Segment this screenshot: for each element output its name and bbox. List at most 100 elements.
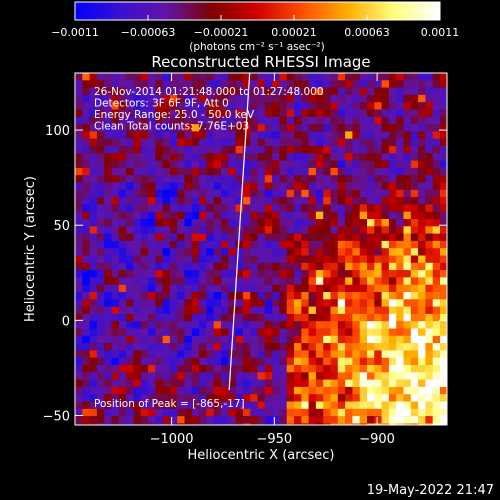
heatmap-cell [133, 204, 141, 212]
heatmap-cell [301, 357, 309, 366]
heatmap-cell [140, 335, 149, 344]
heatmap-cell [388, 423, 397, 425]
heatmap-cell [330, 357, 339, 366]
heatmap-cell [118, 182, 127, 191]
heatmap-cell [96, 182, 105, 191]
heatmap-cell [337, 262, 346, 271]
heatmap-cell [82, 270, 90, 278]
heatmap-cell [381, 175, 390, 183]
heatmap-cell [432, 321, 441, 329]
heatmap-cell [148, 372, 156, 380]
heatmap-cell [191, 175, 200, 183]
heatmap-cell [111, 248, 120, 256]
heatmap-cell [213, 102, 222, 110]
heatmap-cell [221, 306, 229, 315]
heatmap-cell [352, 328, 360, 337]
heatmap-cell [410, 73, 419, 81]
heatmap-cell [396, 386, 404, 395]
heatmap-cell [432, 313, 441, 322]
heatmap-cell [410, 175, 419, 183]
heatmap-cell [352, 277, 360, 285]
heatmap-cell [418, 109, 426, 118]
heatmap-cell [75, 379, 83, 388]
heatmap-cell [162, 270, 171, 278]
heatmap-cell [104, 350, 112, 358]
heatmap-cell [221, 80, 229, 88]
heatmap-cell [213, 306, 222, 315]
info-line: Detectors: 3F 6F 9F, Att 0 [94, 98, 229, 110]
heatmap-cell [388, 255, 397, 264]
heatmap-cell [96, 328, 105, 337]
heatmap-cell [345, 116, 353, 125]
heatmap-cell [191, 73, 200, 81]
heatmap-cell [388, 226, 397, 234]
heatmap-cell [367, 408, 375, 417]
heatmap-cell [425, 255, 433, 264]
heatmap-cell [308, 335, 317, 344]
heatmap-cell [264, 401, 273, 410]
heatmap-cell [118, 116, 127, 125]
heatmap-cell [337, 350, 346, 358]
heatmap-cell [308, 219, 317, 227]
heatmap-cell [199, 299, 207, 307]
heatmap-cell [133, 153, 141, 161]
heatmap-cell [294, 284, 302, 293]
heatmap-cell [148, 255, 156, 264]
heatmap-cell [323, 182, 331, 191]
heatmap-cell [250, 182, 258, 191]
heatmap-cell [264, 416, 273, 424]
heatmap-cell [148, 365, 156, 373]
heatmap-cell [337, 131, 346, 139]
heatmap-cell [96, 226, 105, 234]
heatmap-cell [440, 394, 447, 402]
heatmap-cell [133, 321, 141, 329]
heatmap-cell [425, 131, 433, 139]
heatmap-cell [155, 233, 163, 242]
heatmap-cell [199, 233, 207, 242]
heatmap-cell [228, 153, 236, 161]
heatmap-cell [104, 416, 112, 424]
heatmap-cell [264, 423, 273, 425]
heatmap-cell [425, 175, 433, 183]
x-axis-label: Heliocentric X (arcsec) [188, 448, 335, 463]
heatmap-cell [396, 146, 404, 154]
heatmap-cell [177, 138, 185, 147]
heatmap-cell [140, 306, 149, 315]
heatmap-cell [279, 160, 287, 169]
heatmap-cell [184, 80, 193, 88]
heatmap-cell [206, 131, 214, 139]
heatmap-cell [82, 167, 90, 176]
heatmap-cell [323, 73, 331, 81]
heatmap-cell [221, 284, 229, 293]
heatmap-cell [403, 160, 412, 169]
heatmap-cell [294, 277, 302, 285]
heatmap-cell [242, 131, 251, 139]
heatmap-cell [104, 240, 112, 249]
heatmap-cell [206, 255, 214, 264]
x-tick-label: −950 [256, 432, 292, 447]
heatmap-cell [184, 226, 193, 234]
heatmap-cell [272, 365, 280, 373]
heatmap-cell [75, 233, 83, 242]
heatmap-cell [410, 292, 419, 300]
heatmap-cell [264, 87, 273, 96]
heatmap-cell [206, 335, 214, 344]
heatmap-cell [410, 416, 419, 424]
heatmap-cell [352, 233, 360, 242]
heatmap-cell [359, 131, 368, 139]
heatmap-cell [199, 226, 207, 234]
heatmap-cell [126, 248, 134, 256]
heatmap-cell [104, 277, 112, 285]
heatmap-cell [89, 211, 98, 220]
heatmap-cell [432, 394, 441, 402]
heatmap-cell [286, 350, 295, 358]
heatmap-cell [213, 248, 222, 256]
heatmap-cell [345, 182, 353, 191]
heatmap-cell [104, 313, 112, 322]
heatmap-cell [272, 189, 280, 198]
heatmap-cell [228, 277, 236, 285]
heatmap-cell [75, 219, 83, 227]
heatmap-cell [89, 109, 98, 118]
heatmap-cell [418, 160, 426, 169]
heatmap-cell [352, 248, 360, 256]
